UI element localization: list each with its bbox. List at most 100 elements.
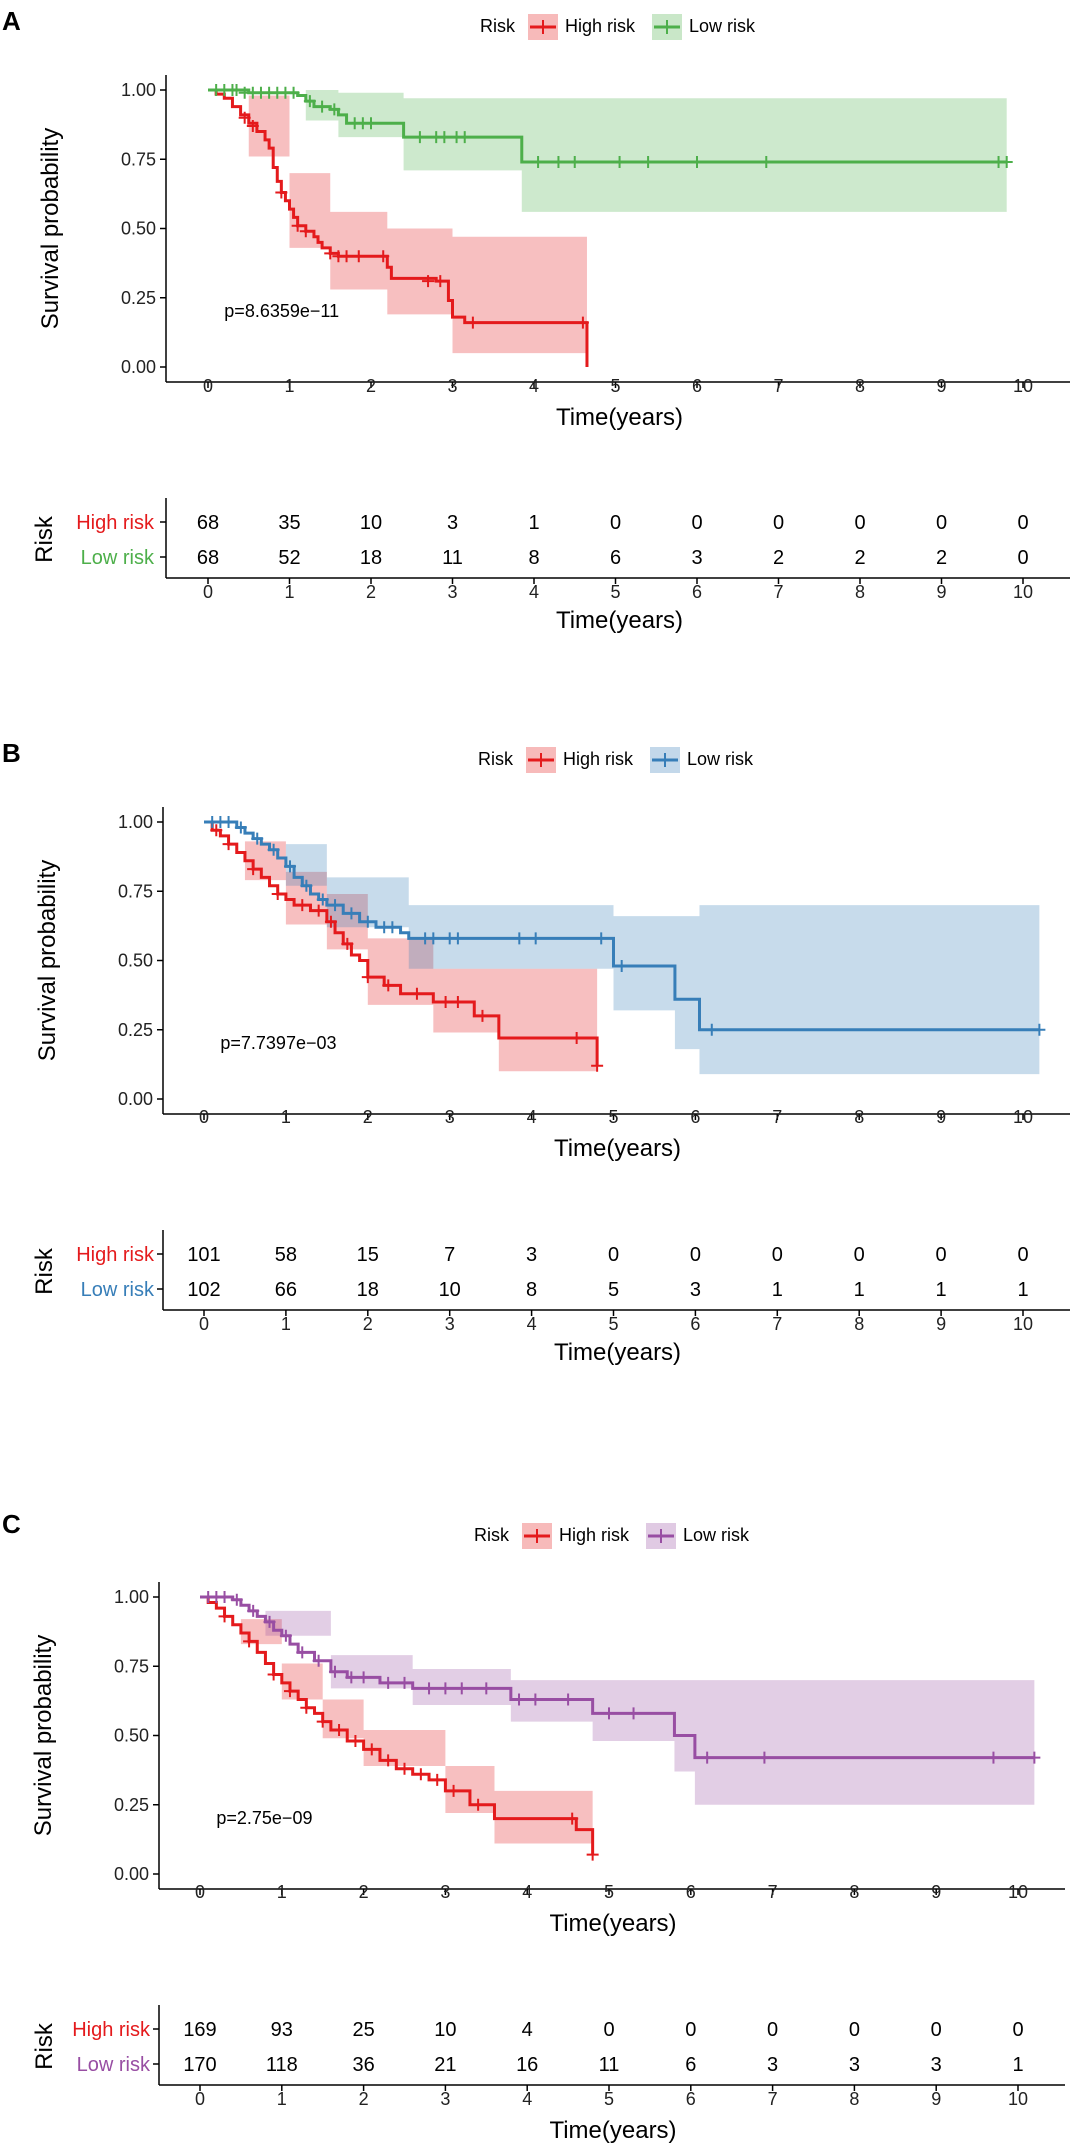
ci-band-low-risk: [200, 1597, 1035, 1805]
x-tick-label: 5: [610, 376, 620, 396]
risk-count: 25: [352, 2019, 374, 2041]
x-tick-label: 8: [849, 1882, 859, 1902]
censor-mark-high-risk: [431, 1773, 444, 1786]
risk-row-label: Low risk: [81, 1279, 155, 1301]
y-tick-label: 0.75: [121, 149, 156, 169]
censor-mark-low-risk: [345, 907, 358, 920]
risk-count: 18: [360, 547, 382, 569]
censor-mark-high-risk: [296, 899, 309, 912]
x-tick-label: 1: [281, 1107, 291, 1127]
risk-count: 1: [772, 1279, 783, 1301]
risk-count: 6: [685, 2054, 696, 2076]
risk-count: 15: [357, 1244, 379, 1266]
legend-label-low-risk: Low risk: [683, 1525, 750, 1545]
risk-count: 68: [197, 512, 219, 534]
risk-count: 0: [610, 512, 621, 534]
x-tick-label: 7: [773, 376, 783, 396]
censor-mark-low-risk: [329, 899, 342, 912]
risk-count: 10: [439, 1279, 461, 1301]
censor-mark-low-risk: [296, 1646, 309, 1659]
censor-mark-high-risk: [300, 1701, 313, 1714]
risk-count: 58: [275, 1244, 297, 1266]
censor-mark-low-risk: [455, 1682, 468, 1695]
legend-title: Risk: [478, 749, 514, 769]
censor-mark-low-risk: [267, 843, 280, 856]
risk-table-x-tick-label: 7: [773, 582, 783, 602]
y-tick-label: 0.25: [121, 288, 156, 308]
censor-mark-low-risk: [357, 1671, 370, 1684]
censor-mark-high-risk: [586, 1848, 599, 1861]
risk-table-x-tick-label: 1: [281, 1314, 291, 1334]
risk-table-x-tick-label: 9: [936, 582, 946, 602]
risk-table-x-tick-label: 6: [686, 2089, 696, 2109]
risk-count: 102: [187, 1279, 220, 1301]
censor-mark-low-risk: [458, 131, 471, 144]
risk-count: 1: [1017, 1279, 1028, 1301]
risk-table-x-tick-label: 6: [692, 582, 702, 602]
risk-count: 16: [516, 2054, 538, 2076]
censor-mark-high-risk: [422, 275, 435, 288]
x-tick-label: 9: [936, 376, 946, 396]
censor-mark-high-risk: [439, 996, 452, 1009]
panel-letter: C: [2, 1509, 21, 1539]
risk-table-x-title: Time(years): [554, 1339, 681, 1366]
risk-count: 11: [599, 2054, 620, 2076]
risk-count: 1: [1012, 2054, 1023, 2076]
x-tick-label: 10: [1008, 1882, 1028, 1902]
censor-mark-low-risk: [287, 86, 300, 99]
risk-table-x-tick-label: 7: [768, 2089, 778, 2109]
risk-count: 0: [685, 2019, 696, 2041]
censor-mark-high-risk: [299, 225, 312, 238]
risk-count: 0: [608, 1244, 619, 1266]
risk-table-x-tick-label: 0: [203, 582, 213, 602]
censor-mark-low-risk: [438, 131, 451, 144]
x-tick-label: 6: [690, 1107, 700, 1127]
y-tick-label: 1.00: [118, 812, 153, 832]
censor-mark-high-risk: [382, 979, 395, 992]
y-tick-label: 0.25: [118, 1020, 153, 1040]
censor-mark-high-risk: [312, 904, 325, 917]
censor-mark-low-risk: [300, 879, 313, 892]
p-value: p=7.7397e−03: [220, 1033, 336, 1053]
legend-title: Risk: [480, 16, 516, 36]
risk-row-label: High risk: [76, 1244, 155, 1266]
censor-mark-high-risk: [414, 1768, 427, 1781]
risk-count: 0: [931, 2019, 942, 2041]
y-tick-label: 0.50: [118, 951, 153, 971]
y-tick-label: 0.00: [121, 357, 156, 377]
risk-count: 2: [854, 547, 865, 569]
risk-table-x-tick-label: 5: [608, 1314, 618, 1334]
risk-count: 0: [690, 1244, 701, 1266]
legend-label-high-risk: High risk: [563, 749, 634, 769]
censor-mark-low-risk: [568, 156, 581, 169]
risk-table-x-tick-label: 8: [849, 2089, 859, 2109]
censor-mark-low-risk: [552, 156, 565, 169]
legend: Risk High risk Low risk: [480, 14, 756, 40]
risk-count: 68: [197, 547, 219, 569]
panel-letter: B: [2, 738, 21, 768]
risk-table-y-title: Risk: [31, 1247, 58, 1295]
censor-mark-low-risk: [234, 821, 247, 834]
censor-mark-high-risk: [476, 1009, 489, 1022]
censor-mark-low-risk: [701, 1751, 714, 1764]
x-tick-label: 8: [854, 1107, 864, 1127]
censor-mark-low-risk: [529, 932, 542, 945]
risk-table-x-tick-label: 1: [284, 582, 294, 602]
censor-mark-high-risk: [591, 1059, 604, 1072]
x-tick-label: 0: [203, 376, 213, 396]
y-axis-title: Survival probability: [37, 128, 64, 329]
risk-count: 101: [187, 1244, 220, 1266]
risk-table-x-tick-label: 0: [199, 1314, 209, 1334]
risk-count: 118: [266, 2054, 298, 2076]
censor-mark-low-risk: [365, 117, 377, 130]
x-tick-label: 5: [608, 1107, 618, 1127]
risk-table-x-tick-label: 10: [1008, 2089, 1028, 2109]
risk-count: 0: [1017, 547, 1028, 569]
censor-mark-high-risk: [247, 863, 260, 876]
censor-mark-high-risk: [267, 1668, 280, 1681]
risk-table-x-tick-label: 7: [772, 1314, 782, 1334]
censor-mark-low-risk: [603, 1707, 615, 1720]
